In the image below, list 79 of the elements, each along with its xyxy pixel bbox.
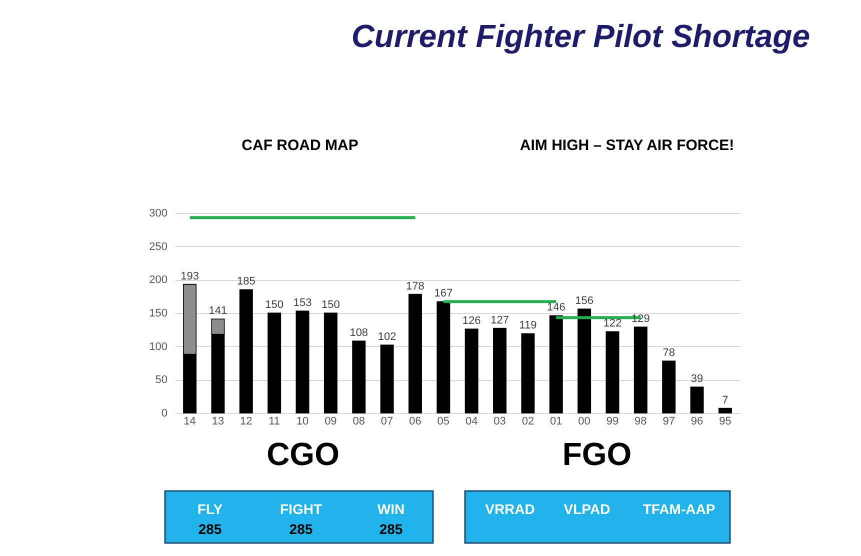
bar xyxy=(578,308,592,414)
bar xyxy=(718,408,732,414)
x-tick-label: 96 xyxy=(690,416,704,428)
bar xyxy=(380,344,394,414)
x-tick-label: 07 xyxy=(380,416,394,428)
y-tick-label: 0 xyxy=(161,408,168,420)
bar xyxy=(690,386,704,414)
text: FLY xyxy=(197,501,224,517)
y-tick-label: 200 xyxy=(149,274,168,286)
bar xyxy=(436,301,450,414)
total-label: 119 xyxy=(519,320,537,332)
total-label: 78 xyxy=(662,347,675,359)
x-tick-label: 14 xyxy=(184,416,196,428)
total-label: 39 xyxy=(690,373,704,385)
x-tick-label: 10 xyxy=(296,416,309,428)
y-tick-label: 100 xyxy=(149,340,168,353)
total-label: 7 xyxy=(722,394,728,406)
total-label: 178 xyxy=(406,280,424,292)
text: FIGHT xyxy=(280,501,322,517)
text: FGO xyxy=(562,436,632,472)
total-label: 156 xyxy=(575,295,594,307)
bar xyxy=(296,310,310,414)
x-tick-label: 99 xyxy=(606,416,619,428)
total-label: 146 xyxy=(546,302,566,314)
y-tick-label: 300 xyxy=(149,208,168,220)
text: WIN xyxy=(377,501,405,517)
x-tick-label: 06 xyxy=(409,416,422,428)
x-tick-label: 02 xyxy=(522,416,534,428)
bar xyxy=(324,312,338,414)
bar xyxy=(493,328,507,414)
x-tick-label: 12 xyxy=(240,416,252,428)
x-tick-label: 09 xyxy=(324,416,337,428)
bar xyxy=(408,294,422,414)
text: 285 xyxy=(289,521,313,537)
total-label: 185 xyxy=(236,276,256,288)
y-tick-label: 150 xyxy=(149,308,168,320)
x-tick-label: 95 xyxy=(719,416,732,428)
total-label: 167 xyxy=(434,288,453,300)
bar xyxy=(606,331,620,414)
chart-title: Current Fighter Pilot Shortage xyxy=(351,18,810,54)
x-tick-label: 98 xyxy=(634,416,647,428)
total-label: 141 xyxy=(208,305,228,317)
y-tick-label: 250 xyxy=(149,240,168,253)
text: AIM HIGH – STAY AIR FORCE! xyxy=(520,137,734,154)
text: CGO xyxy=(266,436,340,472)
total-label: 150 xyxy=(265,299,284,311)
x-tick-label: 05 xyxy=(437,416,450,428)
total-label: 102 xyxy=(378,331,396,343)
bar xyxy=(352,340,366,414)
total-label: 150 xyxy=(322,299,340,311)
total-label: 193 xyxy=(180,270,199,282)
bar xyxy=(634,326,648,414)
x-tick-label: 97 xyxy=(662,416,675,428)
x-tick-label: 04 xyxy=(465,416,478,428)
bar xyxy=(521,333,535,414)
total-label: 129 xyxy=(631,313,650,325)
x-tick-label: 00 xyxy=(578,416,590,428)
bar xyxy=(268,312,282,414)
x-tick-label: 13 xyxy=(212,416,224,428)
total-label: 153 xyxy=(293,297,312,309)
x-tick-label: 08 xyxy=(352,416,365,428)
total-label: 127 xyxy=(490,314,509,326)
total-label: 108 xyxy=(350,327,368,339)
x-tick-label: 11 xyxy=(268,416,280,428)
y-tick-label: 50 xyxy=(155,374,168,386)
text: 285 xyxy=(379,521,403,537)
bar xyxy=(549,315,563,414)
bar xyxy=(662,360,676,414)
text: 285 xyxy=(198,521,222,537)
x-tick-label: 01 xyxy=(550,416,562,428)
bar xyxy=(464,328,478,414)
total-label: 122 xyxy=(603,318,622,330)
total-label: 126 xyxy=(462,315,481,327)
x-tick-label: 03 xyxy=(494,416,506,428)
text: TFAM-AAP xyxy=(642,501,716,517)
text: CAF ROAD MAP xyxy=(242,137,358,154)
bar xyxy=(239,289,253,414)
text: VLPAD xyxy=(564,501,610,517)
text: VRRAD xyxy=(485,501,535,517)
